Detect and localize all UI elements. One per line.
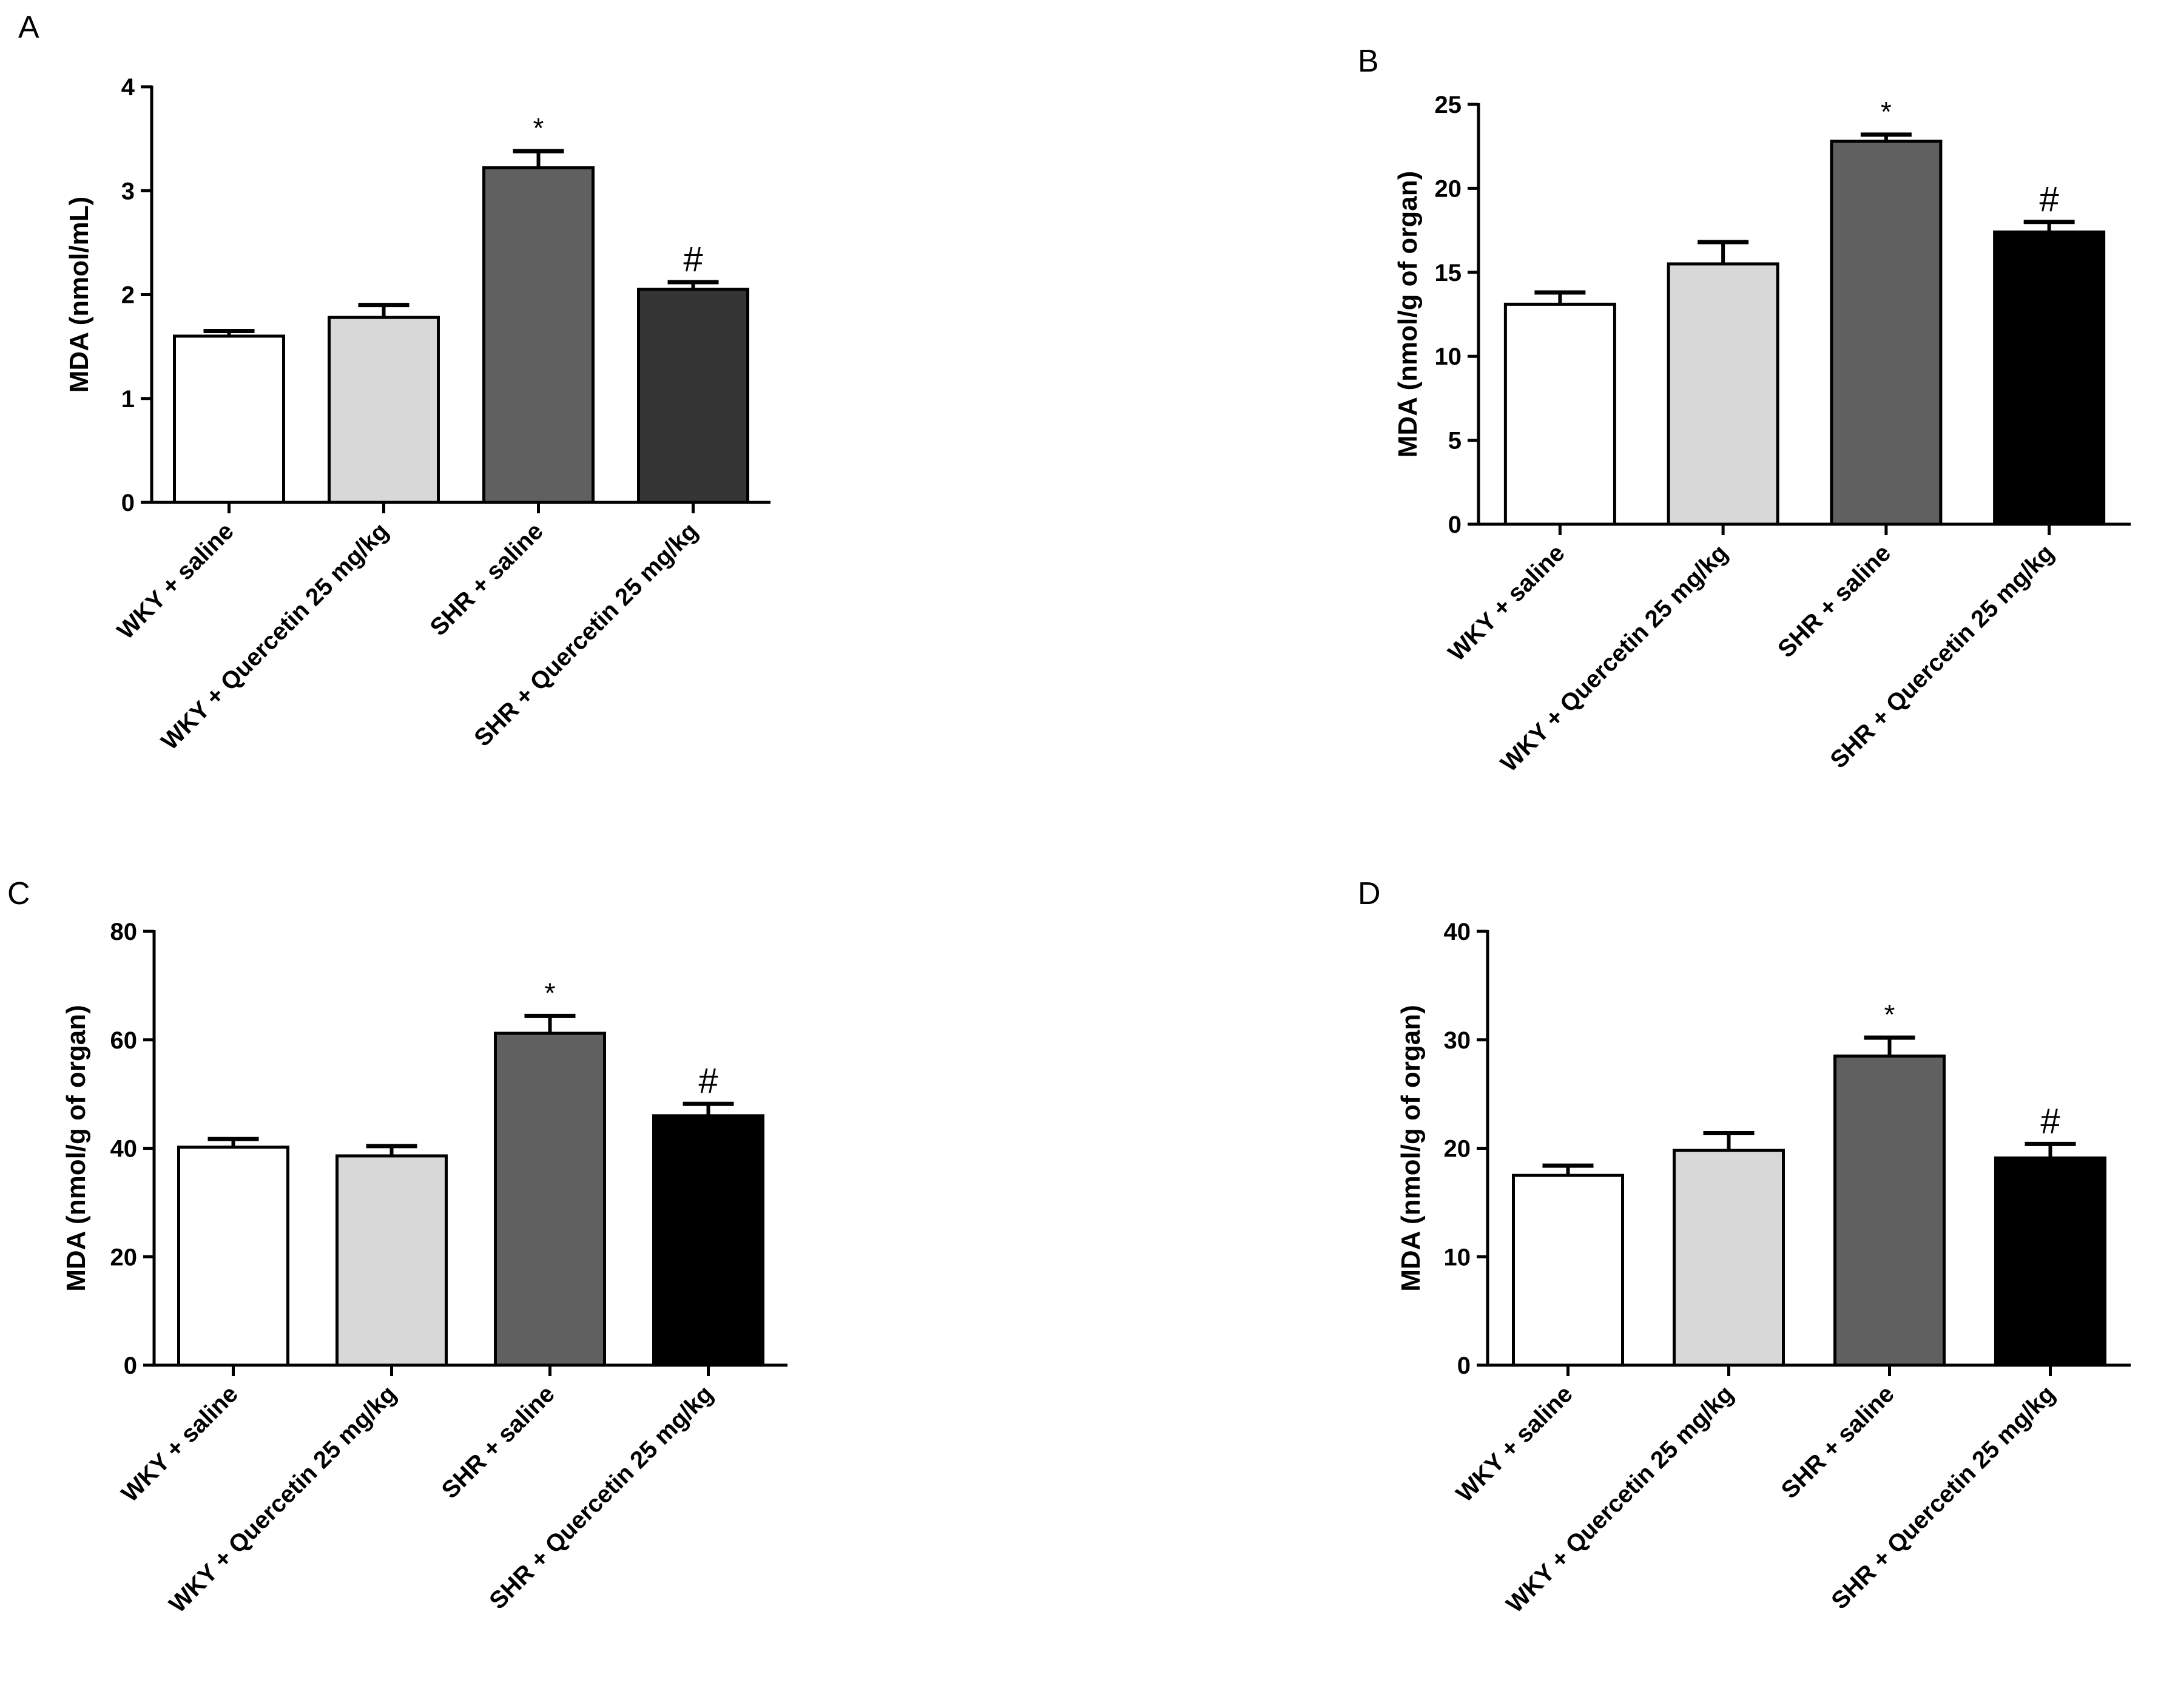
y-tick-label: 30	[1444, 1027, 1471, 1054]
bar-3	[494, 1031, 606, 1367]
bar-2	[328, 316, 440, 504]
category-label: WKY + saline	[1443, 539, 1570, 666]
y-tick-label: 10	[1435, 343, 1462, 370]
bar-1	[173, 334, 285, 504]
category-label: WKY + saline	[112, 518, 239, 644]
bar-3	[482, 166, 595, 504]
y-tick-label: 10	[1444, 1244, 1471, 1271]
significance-hash: #	[698, 1061, 718, 1101]
y-tick-label: 4	[121, 74, 135, 101]
y-tick-label: 2	[121, 282, 135, 309]
bar-4	[1994, 1156, 2106, 1367]
category-label: WKY + saline	[1451, 1380, 1578, 1507]
bar-1	[1512, 1173, 1624, 1367]
category-label: SHR + saline	[1776, 1380, 1900, 1504]
panel-c: C MDA (nmol/g of organ) 0 20 40 60 80 WKY + sal…	[7, 876, 787, 1618]
y-tick-label: 20	[1435, 175, 1462, 202]
y-tick-label: 20	[1444, 1136, 1471, 1163]
y-tick-label: 15	[1435, 260, 1462, 286]
bar-2	[1667, 262, 1779, 526]
y-axis-label: MDA (nmol/mL)	[64, 197, 94, 393]
y-tick-label: 60	[110, 1027, 138, 1054]
category-label: SHR + saline	[1773, 539, 1896, 663]
panel-label: D	[1358, 876, 1381, 911]
significance-star: *	[545, 977, 556, 1008]
significance-star: *	[533, 112, 544, 144]
y-tick-label: 40	[110, 1136, 138, 1163]
bar-4	[1993, 230, 2106, 526]
panel-label: B	[1358, 44, 1379, 79]
bar-3	[1830, 140, 1943, 526]
y-tick-label: 3	[121, 178, 135, 204]
bar-2	[1673, 1149, 1785, 1367]
y-tick-label: 0	[124, 1352, 137, 1379]
y-tick-label: 40	[1444, 919, 1471, 945]
bar-2	[336, 1154, 448, 1367]
y-axis-label: MDA (nmol/g of organ)	[1396, 1005, 1426, 1292]
bar-1	[177, 1146, 289, 1367]
significance-hash: #	[683, 240, 703, 279]
bar-1	[1503, 302, 1616, 526]
y-tick-label: 80	[110, 919, 138, 945]
panel-b: B MDA (nmol/g of organ) 0 5 10 15 20 25 WKY + sa…	[1358, 44, 2131, 777]
significance-star: *	[1881, 96, 1892, 127]
y-tick-label: 1	[121, 386, 135, 413]
y-tick-label: 25	[1435, 92, 1462, 118]
category-label: SHR + saline	[437, 1380, 560, 1504]
y-axis-label: MDA (nmol/g of organ)	[61, 1005, 91, 1292]
bar-3	[1833, 1055, 1946, 1367]
significance-star: *	[1884, 999, 1895, 1030]
bar-4	[637, 288, 749, 504]
panel-d: D MDA (nmol/g of organ) 0 10 20 30 40 WKY + sal…	[1358, 876, 2131, 1618]
significance-hash: #	[2040, 1101, 2060, 1141]
y-axis-label: MDA (nmol/g of organ)	[1393, 171, 1423, 458]
significance-hash: #	[2039, 180, 2059, 219]
y-tick-label: 0	[121, 490, 135, 516]
y-tick-label: 20	[110, 1244, 138, 1271]
y-tick-label: 0	[1457, 1352, 1471, 1379]
y-tick-label: 0	[1448, 511, 1462, 538]
panel-label: C	[7, 876, 30, 911]
panel-label: A	[18, 10, 39, 45]
y-tick-label: 5	[1448, 428, 1462, 454]
bar-4	[652, 1114, 764, 1367]
category-label: WKY + saline	[116, 1380, 243, 1507]
category-label: SHR + saline	[425, 518, 548, 641]
